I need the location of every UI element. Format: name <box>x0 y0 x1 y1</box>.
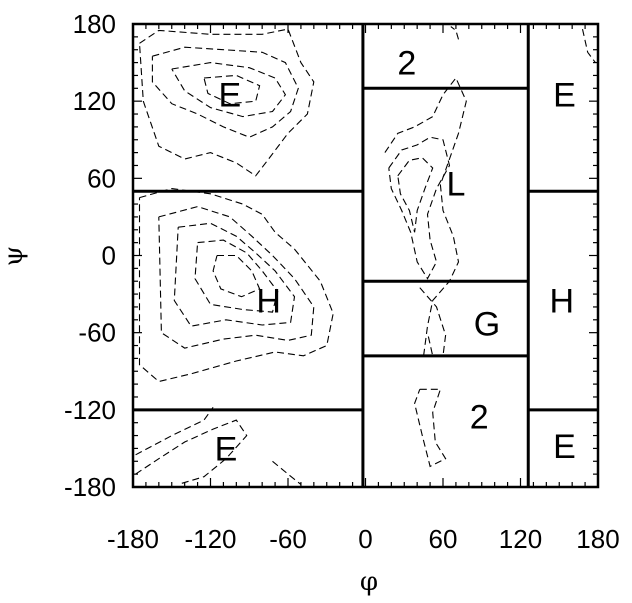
contour-line-2 <box>151 46 299 138</box>
y-tick-label: -60 <box>78 318 116 348</box>
contour-line-7 <box>173 222 296 327</box>
contour-line-3 <box>171 62 287 118</box>
contour-line-18 <box>450 26 460 40</box>
contour-line-4 <box>203 74 261 105</box>
contour-line-5 <box>138 188 334 383</box>
y-tick-label: 120 <box>73 86 116 116</box>
x-tick-label: 120 <box>499 524 542 554</box>
region-label-e: E <box>219 77 242 115</box>
x-tick-label: 60 <box>429 524 458 554</box>
x-tick-labels: -180 -120 -60 0 60 120 180 <box>107 524 620 554</box>
region-label-2: 2 <box>397 45 416 83</box>
y-tick-label: 180 <box>73 9 116 39</box>
y-tick-label: 0 <box>102 241 116 271</box>
x-tick-label: 180 <box>576 524 619 554</box>
x-tick-label: -120 <box>184 524 236 554</box>
contour-line-13 <box>384 76 467 356</box>
y-axis-label: ψ <box>0 246 29 266</box>
contour-line-1 <box>138 28 315 177</box>
contour-lines <box>135 26 596 485</box>
region-boundaries <box>133 24 598 487</box>
plot-frame <box>131 22 600 489</box>
contour-line-6 <box>158 206 315 349</box>
y-tick-label: -180 <box>64 472 116 502</box>
contour-line-19 <box>581 28 596 63</box>
contour-line-17 <box>414 388 447 468</box>
contour-line-16 <box>419 287 447 357</box>
region-labels: E H E 2 L G 2 E H E <box>215 45 576 469</box>
y-tick-label: -120 <box>64 395 116 425</box>
contour-line-14 <box>388 136 451 280</box>
contour-line-10 <box>135 419 248 485</box>
contour-line-9 <box>212 254 261 298</box>
region-label-e: E <box>553 77 576 115</box>
contour-line-11 <box>135 406 214 456</box>
x-axis-label: φ <box>360 567 378 597</box>
x-tick-label: -180 <box>107 524 159 554</box>
region-label-g: G <box>474 306 500 344</box>
y-tick-labels: 180 120 60 0 -60 -120 -180 <box>64 9 116 502</box>
contour-line-8 <box>194 239 279 313</box>
region-label-2: 2 <box>470 398 489 436</box>
region-label-e: E <box>553 428 576 466</box>
contour-line-15 <box>397 157 434 233</box>
region-label-h: H <box>256 283 281 321</box>
region-label-e: E <box>215 430 238 468</box>
region-label-h: H <box>550 283 575 321</box>
x-tick-label: -60 <box>269 524 307 554</box>
x-tick-label: 0 <box>358 524 372 554</box>
region-label-l: L <box>446 165 465 203</box>
contour-line-12 <box>272 460 302 485</box>
y-tick-label: 60 <box>87 163 116 193</box>
